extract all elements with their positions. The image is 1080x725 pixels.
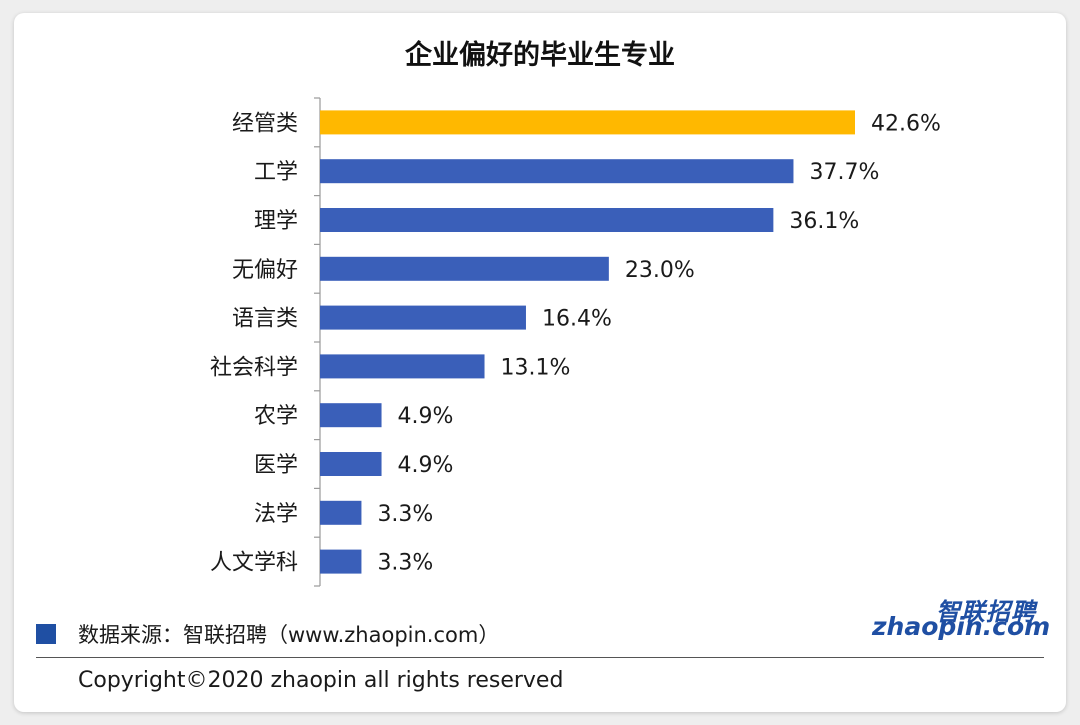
- source-row: 数据来源：智联招聘（www.zhaopin.com）: [36, 620, 499, 648]
- logo-en-text: zhaopin.com: [872, 612, 1051, 641]
- category-label-8: 法学: [254, 502, 298, 527]
- legend-square-icon: [36, 624, 56, 644]
- category-label-4: 语言类: [232, 307, 298, 332]
- footer-divider: [36, 657, 1044, 658]
- value-label-1: 37.7%: [809, 160, 879, 185]
- bar-5: [320, 354, 485, 379]
- value-label-6: 4.9%: [398, 404, 454, 429]
- chart-title: 企业偏好的毕业生专业: [405, 40, 675, 71]
- logo-cn-text: 智联招聘: [936, 598, 1036, 626]
- category-label-9: 人文学科: [210, 551, 298, 576]
- bar-4: [320, 305, 526, 330]
- value-label-4: 16.4%: [542, 307, 612, 332]
- value-label-2: 36.1%: [789, 209, 859, 234]
- copyright-text: Copyright©2020 zhaopin all rights reserv…: [78, 668, 564, 693]
- category-label-0: 经管类: [232, 111, 298, 136]
- bar-7: [320, 452, 382, 476]
- zhaopin-logo: 智联招聘 zhaopin.com: [872, 592, 1050, 652]
- value-label-0: 42.6%: [871, 111, 941, 136]
- category-label-1: 工学: [254, 160, 298, 185]
- bar-1: [320, 159, 794, 184]
- bar-8: [320, 500, 362, 525]
- bar-9: [320, 549, 362, 574]
- category-label-6: 农学: [254, 404, 298, 429]
- category-label-7: 医学: [254, 453, 298, 478]
- category-label-3: 无偏好: [232, 258, 298, 283]
- value-label-3: 23.0%: [625, 258, 695, 283]
- bar-3: [320, 256, 609, 281]
- source-text: 数据来源：智联招聘（www.zhaopin.com）: [78, 623, 500, 647]
- value-label-8: 3.3%: [377, 502, 433, 527]
- bar-6: [320, 403, 382, 428]
- category-label-2: 理学: [254, 209, 298, 234]
- value-label-5: 13.1%: [501, 355, 571, 380]
- value-label-9: 3.3%: [377, 551, 433, 576]
- value-label-7: 4.9%: [398, 453, 454, 478]
- bar-0: [320, 110, 855, 135]
- bar-2: [320, 208, 774, 232]
- category-label-5: 社会科学: [210, 355, 298, 380]
